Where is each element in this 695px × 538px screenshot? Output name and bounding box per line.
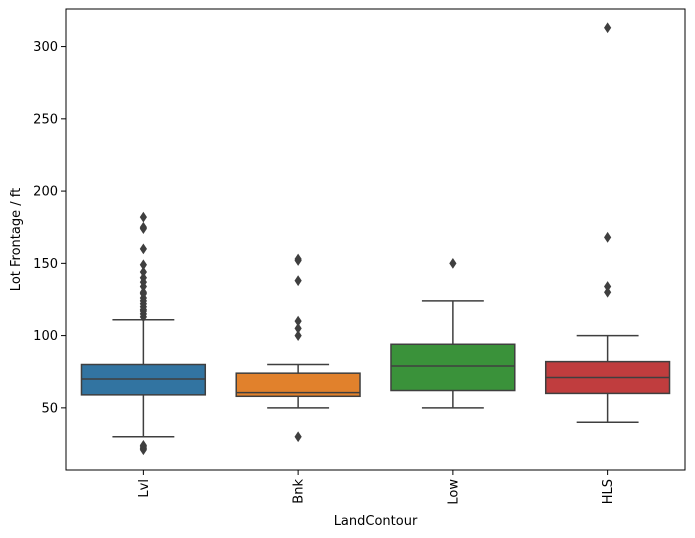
y-axis-label: Lot Frontage / ft [9,188,24,291]
x-axis: Lvl Bnk Low HLS [137,470,616,505]
x-tick-label: Lvl [137,479,152,498]
x-axis-label: LandContour [334,514,418,529]
y-tick-label: 300 [33,40,58,55]
iqr-box [390,343,516,392]
outlier-point [294,275,302,287]
y-tick-label: 100 [33,329,58,344]
y-tick-label: 200 [33,185,58,200]
axes-frame [65,8,686,471]
y-tick-label: 250 [33,112,58,127]
outlier-point [139,211,147,223]
x-tick-label: Low [446,479,461,505]
box-group-low [390,257,516,409]
outlier-point [139,243,147,255]
outlier-point [604,281,612,292]
y-tick-label: 150 [33,257,58,272]
outlier-point [449,257,457,269]
outlier-point [139,440,147,451]
x-tick-label: HLS [601,479,616,504]
box-group-lvl [80,211,207,456]
y-tick-label: 50 [41,401,58,416]
outlier-point [604,231,612,243]
outlier-point [294,315,302,327]
outlier-point [294,322,302,334]
box-group-hls [544,22,671,424]
outlier-point [139,286,147,298]
outlier-point [294,330,302,342]
box-group-bnk [235,253,361,443]
x-tick-label: Bnk [292,479,307,504]
outlier-point [294,253,302,265]
iqr-box [235,372,361,398]
outlier-point [604,22,612,34]
outlier-point [139,221,147,233]
outlier-point [139,266,147,278]
outlier-point [139,272,147,284]
outlier-point [139,259,147,271]
outlier-point [294,431,302,443]
y-axis: 50 100 150 200 250 300 [33,40,66,416]
outlier-point [604,286,612,298]
plot-area [80,22,671,456]
